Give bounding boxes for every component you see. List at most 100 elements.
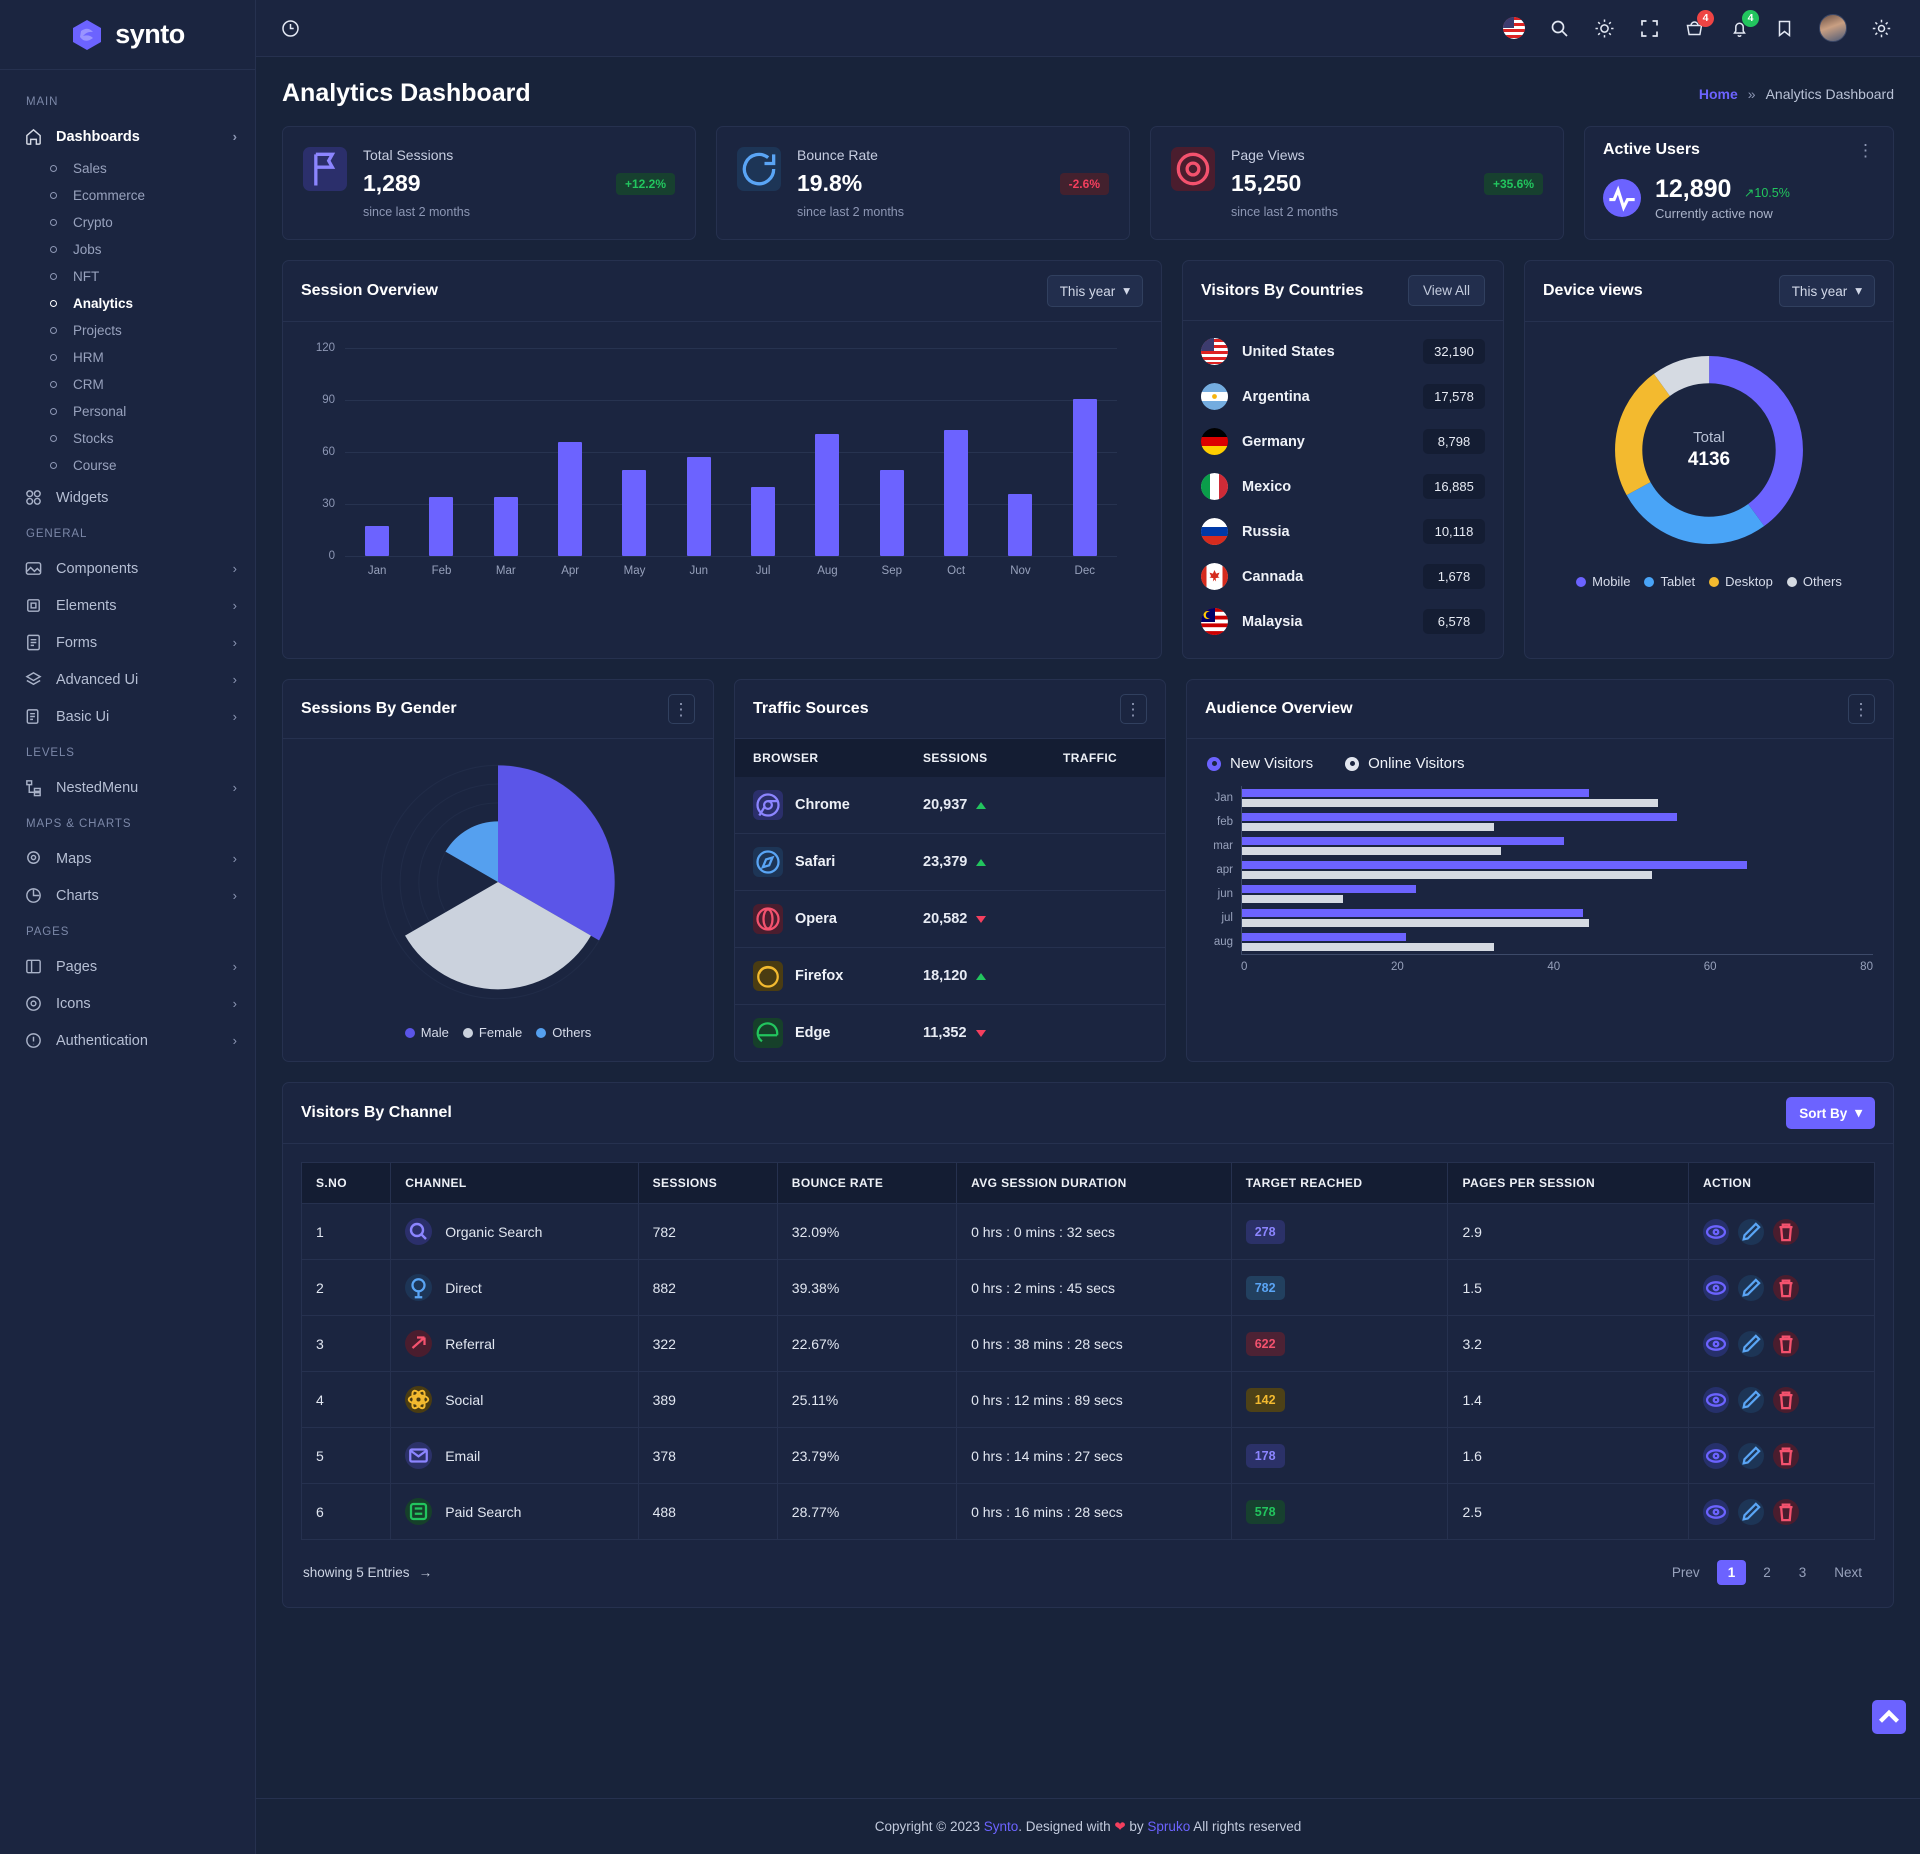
sidebar-subitem-sales[interactable]: Sales [0,155,255,182]
eye-icon[interactable] [1702,1498,1729,1525]
sidebar-subitem-personal[interactable]: Personal [0,398,255,425]
country-row[interactable]: Russia 10,118 [1201,509,1485,554]
country-row[interactable]: Germany 8,798 [1201,419,1485,464]
sidebar-subitem-analytics[interactable]: Analytics [0,290,255,317]
x-label: Oct [947,565,966,577]
country-row[interactable]: United States 32,190 [1201,329,1485,374]
bar-col [1053,348,1117,556]
table-row[interactable]: 3 Referral 322 22.67% 0 hrs : 38 mins : … [300,1315,1876,1372]
delete-trash-icon[interactable] [1772,1442,1799,1469]
country-name: Russia [1242,523,1290,540]
traffic-row-safari[interactable]: Safari 23,379 [735,834,1165,891]
eye-icon[interactable] [1702,1218,1729,1245]
sidebar-item-pages[interactable]: Pages › [0,948,255,985]
sidebar-subitem-hrm[interactable]: HRM [0,344,255,371]
kebab-menu-icon[interactable]: ⋮ [1857,140,1875,160]
sidebar-item-maps[interactable]: Maps › [0,840,255,877]
traffic-row-firefox[interactable]: Firefox 18,120 [735,948,1165,1005]
table-row[interactable]: 1 Organic Search 782 32.09% 0 hrs : 0 mi… [300,1203,1876,1260]
page-2[interactable]: 2 [1763,1565,1771,1580]
page-1[interactable]: 1 [1716,1560,1747,1585]
traffic-table-header: BROWSER SESSIONS TRAFFIC [735,739,1165,777]
edit-pencil-icon[interactable] [1737,1330,1764,1357]
edit-pencil-icon[interactable] [1737,1274,1764,1301]
page-prev[interactable]: Prev [1671,1565,1700,1580]
country-row[interactable]: Cannada 1,678 [1201,554,1485,599]
delete-trash-icon[interactable] [1772,1330,1799,1357]
edit-pencil-icon[interactable] [1737,1498,1764,1525]
traffic-row-opera[interactable]: Opera 20,582 [735,891,1165,948]
eye-icon[interactable] [1702,1386,1729,1413]
radio-online-visitors[interactable]: Online Visitors [1345,755,1465,772]
cart-icon[interactable]: 4 [1684,9,1714,39]
bookmark-icon[interactable] [1774,18,1795,39]
traffic-row-chrome[interactable]: Chrome 20,937 [735,777,1165,834]
eye-icon[interactable] [1702,1330,1729,1357]
edit-pencil-icon[interactable] [1737,1218,1764,1245]
showing-entries[interactable]: showing 5 Entries → [303,1565,432,1580]
delete-trash-icon[interactable] [1772,1386,1799,1413]
sidebar-item-dashboards[interactable]: Dashboards › [0,118,255,155]
view-all-button[interactable]: View All [1407,275,1485,306]
sidebar-subitem-jobs[interactable]: Jobs [0,236,255,263]
legend-female: Female [462,1025,522,1040]
sidebar-toggle-icon[interactable] [280,18,301,39]
page-3[interactable]: 3 [1798,1565,1807,1580]
settings-gear-icon[interactable] [1871,18,1892,39]
radio-new-visitors[interactable]: New Visitors [1207,755,1313,772]
kebab-menu-icon[interactable]: ⋮ [668,694,695,724]
bar-col [602,348,666,556]
sidebar-subitem-projects[interactable]: Projects [0,317,255,344]
sidebar-item-basic-ui[interactable]: Basic Ui › [0,698,255,735]
theme-sun-icon[interactable] [1594,18,1615,39]
table-row[interactable]: 4 Social 389 25.11% 0 hrs : 12 mins : 89… [300,1371,1876,1428]
sidebar-item-advanced-ui[interactable]: Advanced Ui › [0,661,255,698]
page-next[interactable]: Next [1834,1565,1862,1580]
language-flag-icon[interactable] [1503,17,1525,39]
scroll-to-top-button[interactable] [1872,1700,1906,1734]
country-row[interactable]: Mexico 16,885 [1201,464,1485,509]
sidebar-subitem-nft[interactable]: NFT [0,263,255,290]
footer-author-link[interactable]: Spruko [1147,1818,1191,1834]
sidebar-subitem-ecommerce[interactable]: Ecommerce [0,182,255,209]
kebab-menu-icon[interactable]: ⋮ [1120,694,1147,724]
sidebar-item-nestedmenu[interactable]: NestedMenu › [0,769,255,806]
sidebar-item-forms[interactable]: Forms › [0,624,255,661]
sidebar-item-components[interactable]: Components › [0,550,255,587]
edit-pencil-icon[interactable] [1737,1386,1764,1413]
sidebar-item-icons[interactable]: Icons › [0,985,255,1022]
sidebar-subitem-crypto[interactable]: Crypto [0,209,255,236]
country-row[interactable]: Malaysia 6,578 [1201,599,1485,644]
sidebar-item-authentication[interactable]: Authentication › [0,1022,255,1059]
sidebar-subitem-course[interactable]: Course [0,452,255,479]
country-row[interactable]: Argentina 17,578 [1201,374,1485,419]
sidebar-subitem-stocks[interactable]: Stocks [0,425,255,452]
fullscreen-icon[interactable] [1639,18,1660,39]
table-row[interactable]: 6 Paid Search 488 28.77% 0 hrs : 16 mins… [300,1483,1876,1540]
table-row[interactable]: 5 Email 378 23.79% 0 hrs : 14 mins : 27 … [300,1427,1876,1484]
search-icon[interactable] [1549,18,1570,39]
session-overview-period-select[interactable]: This year ▾ [1046,275,1143,307]
sidebar-item-widgets[interactable]: Widgets [0,479,255,516]
sidebar-item-charts[interactable]: Charts › [0,877,255,914]
delete-trash-icon[interactable] [1772,1218,1799,1245]
table-row[interactable]: 2 Direct 882 39.38% 0 hrs : 2 mins : 45 … [300,1259,1876,1316]
eye-icon[interactable] [1702,1274,1729,1301]
traffic-row-edge[interactable]: Edge 11,352 [735,1005,1165,1061]
kebab-menu-icon[interactable]: ⋮ [1848,694,1875,724]
sidebar-subitem-crm[interactable]: CRM [0,371,255,398]
notification-bell-icon[interactable]: 4 [1729,9,1759,39]
sidebar-subitem-label: Personal [73,404,127,419]
sidebar-item-elements[interactable]: Elements › [0,587,255,624]
footer-brand-link[interactable]: Synto [983,1818,1019,1834]
device-views-period-select[interactable]: This year ▾ [1778,275,1875,307]
eye-icon[interactable] [1702,1442,1729,1469]
sort-by-button[interactable]: Sort By ▾ [1786,1097,1875,1129]
brand-logo-area[interactable]: synto [0,0,255,70]
breadcrumb-home[interactable]: Home [1698,85,1738,102]
delete-trash-icon[interactable] [1772,1274,1799,1301]
bullet-icon [50,192,57,199]
edit-pencil-icon[interactable] [1737,1442,1764,1469]
delete-trash-icon[interactable] [1772,1498,1799,1525]
user-avatar[interactable] [1819,14,1847,42]
